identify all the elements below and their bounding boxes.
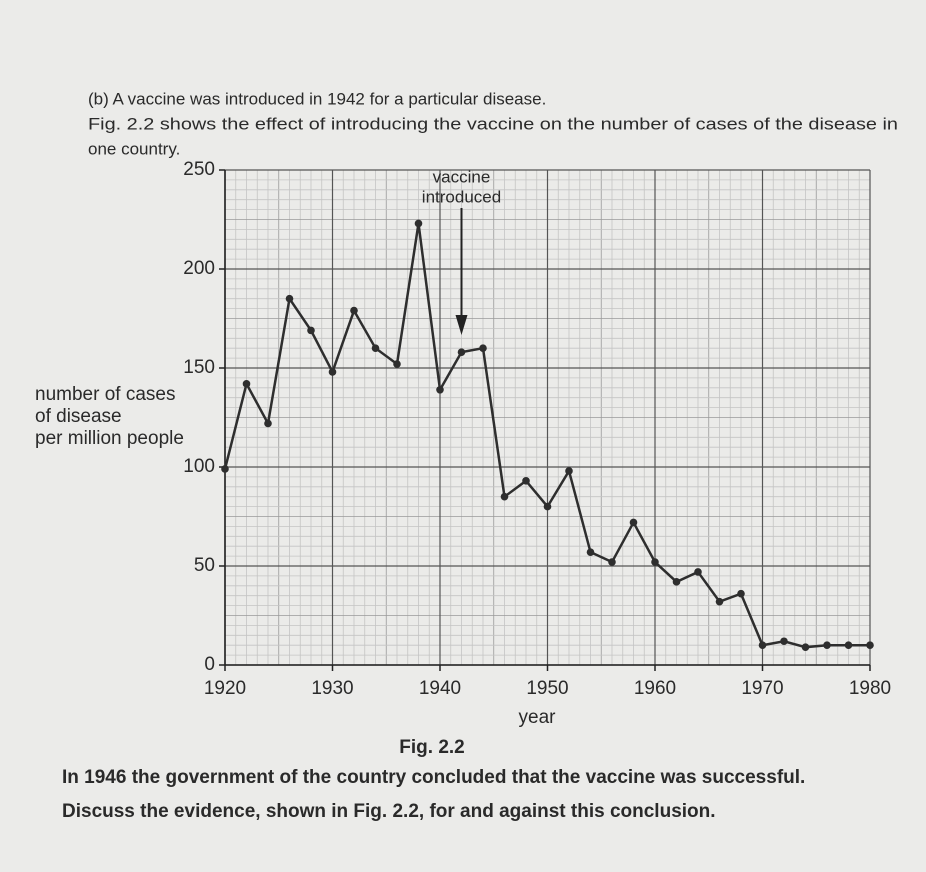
- data-point: [457, 348, 466, 356]
- data-point: [586, 548, 595, 556]
- x-tick-label: 1950: [526, 678, 568, 699]
- x-tick-label: 1930: [311, 678, 353, 699]
- prompt-line: In 1946 the government of the country co…: [62, 767, 805, 788]
- data-point: [414, 219, 423, 228]
- data-point: [780, 637, 788, 646]
- y-axis-label: number of cases: [35, 384, 175, 405]
- intro-line: (b) A vaccine was introduced in 1942 for…: [88, 89, 546, 108]
- x-tick-label: 1940: [419, 678, 461, 699]
- figure-caption: Fig. 2.2: [399, 737, 464, 758]
- data-point: [264, 419, 272, 428]
- y-tick-label: 0: [204, 654, 215, 675]
- data-point: [844, 641, 853, 649]
- data-point: [866, 641, 874, 649]
- y-tick-label: 200: [183, 258, 215, 279]
- annotation-arrowhead: [455, 315, 468, 335]
- data-point: [371, 344, 380, 353]
- x-tick-label: 1980: [849, 678, 891, 699]
- data-point: [737, 589, 745, 598]
- data-point: [672, 578, 681, 586]
- annotation: vaccine: [433, 167, 491, 186]
- data-point: [608, 558, 616, 566]
- data-point: [479, 344, 487, 353]
- y-tick-label: 250: [183, 159, 215, 180]
- y-axis-label: per million people: [35, 428, 184, 449]
- data-point: [543, 502, 552, 511]
- data-point: [307, 326, 315, 335]
- data-point: [350, 306, 358, 315]
- y-tick-label: 150: [183, 357, 215, 378]
- x-tick-label: 1920: [204, 678, 246, 699]
- data-point: [328, 368, 337, 376]
- y-tick-label: 50: [194, 555, 215, 576]
- y-axis-label: of disease: [35, 406, 122, 427]
- x-tick-label: 1960: [634, 678, 676, 699]
- x-axis-label: year: [519, 707, 557, 728]
- data-point: [436, 385, 444, 394]
- data-point: [565, 467, 573, 475]
- data-point: [221, 465, 229, 473]
- data-point: [758, 641, 767, 649]
- y-tick-label: 100: [183, 456, 215, 477]
- data-point: [823, 641, 831, 649]
- x-tick-label: 1970: [741, 678, 783, 699]
- data-point: [393, 360, 401, 368]
- data-point: [285, 294, 294, 303]
- intro-line: one country.: [88, 139, 180, 158]
- data-point: [500, 492, 509, 501]
- data-point: [694, 568, 702, 576]
- data-point: [715, 597, 724, 606]
- data-point: [242, 380, 251, 388]
- prompt-line: Discuss the evidence, shown in Fig. 2.2,…: [62, 801, 716, 822]
- data-point: [801, 643, 810, 651]
- data-point: [522, 477, 530, 485]
- data-point: [629, 518, 638, 527]
- data-point: [651, 558, 659, 566]
- annotation: introduced: [422, 187, 501, 206]
- intro-line: Fig. 2.2 shows the effect of introducing…: [88, 114, 898, 133]
